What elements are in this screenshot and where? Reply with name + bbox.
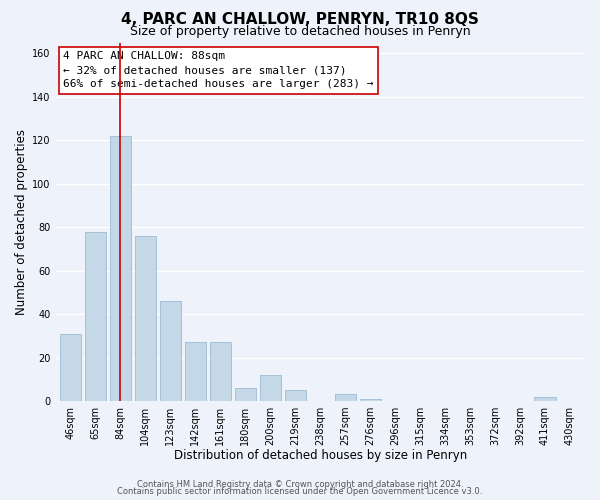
Bar	[535, 396, 556, 401]
Bar	[284, 390, 306, 401]
X-axis label: Distribution of detached houses by size in Penryn: Distribution of detached houses by size …	[173, 450, 467, 462]
Bar	[210, 342, 231, 401]
Text: Contains public sector information licensed under the Open Government Licence v3: Contains public sector information licen…	[118, 487, 482, 496]
Bar	[359, 399, 381, 401]
Text: 4, PARC AN CHALLOW, PENRYN, TR10 8QS: 4, PARC AN CHALLOW, PENRYN, TR10 8QS	[121, 12, 479, 28]
Bar	[260, 375, 281, 401]
Bar	[60, 334, 81, 401]
Bar	[135, 236, 156, 401]
Bar	[110, 136, 131, 401]
Text: Size of property relative to detached houses in Penryn: Size of property relative to detached ho…	[130, 25, 470, 38]
Bar	[185, 342, 206, 401]
Bar	[335, 394, 356, 401]
Y-axis label: Number of detached properties: Number of detached properties	[15, 128, 28, 314]
Bar	[85, 232, 106, 401]
Bar	[235, 388, 256, 401]
Text: Contains HM Land Registry data © Crown copyright and database right 2024.: Contains HM Land Registry data © Crown c…	[137, 480, 463, 489]
Text: 4 PARC AN CHALLOW: 88sqm
← 32% of detached houses are smaller (137)
66% of semi-: 4 PARC AN CHALLOW: 88sqm ← 32% of detach…	[64, 52, 374, 90]
Bar	[160, 301, 181, 401]
